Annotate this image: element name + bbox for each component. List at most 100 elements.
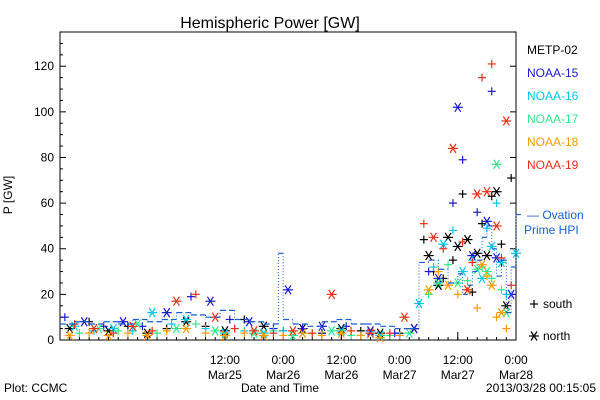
marker-south (429, 262, 438, 271)
x-tick-label-date: Mar25 (208, 368, 242, 382)
marker-stroke (405, 328, 413, 338)
marker-north (118, 316, 129, 327)
marker-north (287, 330, 298, 341)
marker-south (497, 240, 506, 249)
y-tick-label: 0 (47, 333, 54, 347)
marker-north (443, 232, 454, 243)
marker-stroke (119, 316, 127, 327)
south-north-legend: south north (529, 297, 572, 343)
legend-item-noaa-17: NOAA-17 (527, 112, 579, 126)
marker-north (336, 328, 347, 338)
marker-stroke (260, 328, 268, 338)
footer-left: Plot: CCMC (4, 381, 68, 395)
marker-stroke (425, 250, 433, 261)
marker-south (419, 235, 428, 244)
marker-stroke (483, 186, 491, 197)
marker-south (167, 320, 176, 329)
marker-north (433, 278, 444, 288)
marker-south (458, 155, 467, 164)
marker-stroke (497, 307, 505, 318)
marker-south (473, 208, 482, 217)
marker-south (385, 329, 394, 338)
marker-north (64, 330, 75, 341)
marker-stroke (468, 250, 476, 261)
marker-south (317, 331, 326, 340)
marker-north (287, 326, 298, 336)
marker-south (492, 313, 501, 322)
marker-stroke (250, 328, 258, 338)
marker-south (60, 313, 69, 322)
marker-stroke (284, 284, 292, 295)
marker-stroke (512, 248, 520, 259)
marker-stroke (530, 331, 538, 341)
marker-stroke (400, 312, 408, 323)
legend-item-metp-02: METP-02 (527, 43, 578, 57)
marker-north (467, 250, 478, 261)
marker-stroke (366, 328, 374, 338)
marker-north (258, 328, 269, 338)
marker-stroke (478, 259, 486, 270)
marker-north (472, 189, 483, 199)
marker-south (453, 290, 462, 299)
marker-north (103, 330, 114, 341)
x-tick-label-time: 0:00 (271, 353, 295, 367)
marker-north (452, 241, 463, 252)
marker-north (142, 330, 153, 341)
marker-south (458, 237, 467, 246)
marker-stroke (148, 307, 156, 318)
marker-south (148, 326, 157, 335)
footer-right: 2013/03/28 00:15:05 (486, 381, 596, 395)
x-tick-label-date: Mar26 (324, 368, 358, 382)
marker-stroke (488, 280, 496, 291)
marker-south (347, 326, 356, 335)
marker-stroke (497, 257, 505, 268)
legend: METP-02 NOAA-15 NOAA-16 NOAA-17 NOAA-18 NOAA-… (527, 43, 579, 172)
marker-south (530, 300, 538, 308)
marker-stroke (337, 328, 345, 338)
marker-north (399, 312, 410, 323)
marker-south (109, 329, 118, 338)
legend-item-noaa-15: NOAA-15 (527, 66, 579, 80)
marker-north (462, 234, 473, 245)
marker-stroke (172, 323, 180, 334)
y-tick-label: 120 (34, 59, 54, 73)
y-tick-label: 40 (41, 242, 55, 256)
marker-north (413, 298, 424, 309)
marker-stroke (105, 330, 113, 341)
marker-stroke (473, 248, 481, 259)
marker-stroke (211, 326, 219, 336)
legend-north-label: north (543, 329, 570, 343)
y-tick-label: 80 (41, 150, 55, 164)
marker-north (491, 221, 502, 231)
marker-north (219, 326, 230, 336)
marker-south (473, 304, 482, 313)
marker-stroke (328, 326, 336, 336)
marker-stroke (444, 280, 452, 291)
marker-north (496, 257, 507, 268)
marker-south (482, 272, 491, 281)
marker-south (201, 329, 210, 338)
marker-south (439, 244, 448, 253)
marker-north (365, 326, 376, 336)
marker-south (497, 285, 506, 294)
marker-north (210, 326, 221, 336)
marker-stroke (376, 332, 384, 343)
marker-north (491, 159, 502, 170)
marker-south (419, 219, 428, 228)
marker-south (114, 326, 123, 335)
marker-south (507, 174, 516, 183)
series-noaa-16 (69, 199, 521, 341)
x-tick-label-time: 0:00 (504, 353, 528, 367)
marker-stroke (260, 330, 268, 341)
marker-south (448, 256, 457, 265)
marker-north (486, 280, 497, 291)
marker-north (438, 239, 449, 250)
marker-south (424, 267, 433, 276)
marker-stroke (328, 289, 336, 300)
marker-stroke (299, 328, 307, 338)
marker-south (478, 73, 487, 82)
y-tick-label: 20 (41, 287, 55, 301)
marker-north (205, 296, 216, 307)
marker-stroke (143, 330, 151, 341)
